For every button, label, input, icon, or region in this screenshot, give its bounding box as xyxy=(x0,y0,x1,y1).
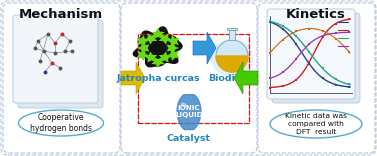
Polygon shape xyxy=(136,50,149,61)
Polygon shape xyxy=(144,51,157,63)
Ellipse shape xyxy=(211,39,253,77)
Polygon shape xyxy=(193,32,216,64)
Text: Cooperative
hydrogen bonds: Cooperative hydrogen bonds xyxy=(30,113,92,133)
Text: IONIC
LIQUID: IONIC LIQUID xyxy=(175,105,203,117)
Ellipse shape xyxy=(181,102,187,107)
Text: Jatropha curcas: Jatropha curcas xyxy=(116,74,200,83)
Polygon shape xyxy=(144,33,157,44)
Circle shape xyxy=(216,40,248,72)
FancyBboxPatch shape xyxy=(18,20,103,108)
Polygon shape xyxy=(177,95,201,129)
Polygon shape xyxy=(121,62,145,94)
Polygon shape xyxy=(137,42,150,54)
FancyBboxPatch shape xyxy=(267,9,355,99)
Polygon shape xyxy=(133,27,182,67)
Bar xyxy=(229,30,235,40)
Bar xyxy=(227,28,237,30)
Polygon shape xyxy=(151,28,165,39)
Text: Biodiesel: Biodiesel xyxy=(208,74,256,83)
Polygon shape xyxy=(166,42,179,54)
Ellipse shape xyxy=(270,110,362,138)
Polygon shape xyxy=(136,35,149,46)
Ellipse shape xyxy=(18,110,104,136)
FancyBboxPatch shape xyxy=(13,15,98,103)
Polygon shape xyxy=(167,35,180,46)
Text: Catalyst: Catalyst xyxy=(167,134,211,143)
Polygon shape xyxy=(234,62,258,94)
FancyBboxPatch shape xyxy=(121,3,257,153)
Polygon shape xyxy=(216,56,248,72)
Polygon shape xyxy=(151,57,165,68)
Polygon shape xyxy=(159,33,172,44)
Text: Kinetics: Kinetics xyxy=(286,8,346,21)
FancyBboxPatch shape xyxy=(272,13,360,103)
FancyBboxPatch shape xyxy=(3,3,120,153)
Text: Kinetic data was
compared with
DFT  result: Kinetic data was compared with DFT resul… xyxy=(285,114,347,134)
Polygon shape xyxy=(167,50,180,61)
Text: Mechanism: Mechanism xyxy=(19,8,103,21)
FancyBboxPatch shape xyxy=(258,3,375,153)
Polygon shape xyxy=(159,51,172,63)
